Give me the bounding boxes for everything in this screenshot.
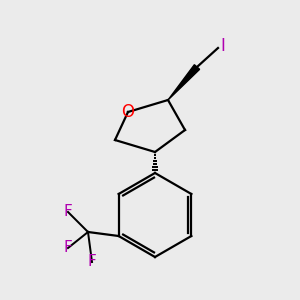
- Text: F: F: [88, 254, 96, 269]
- Text: F: F: [64, 241, 72, 256]
- Text: I: I: [220, 37, 225, 55]
- Polygon shape: [168, 65, 200, 100]
- Text: F: F: [64, 205, 72, 220]
- Text: O: O: [122, 103, 134, 121]
